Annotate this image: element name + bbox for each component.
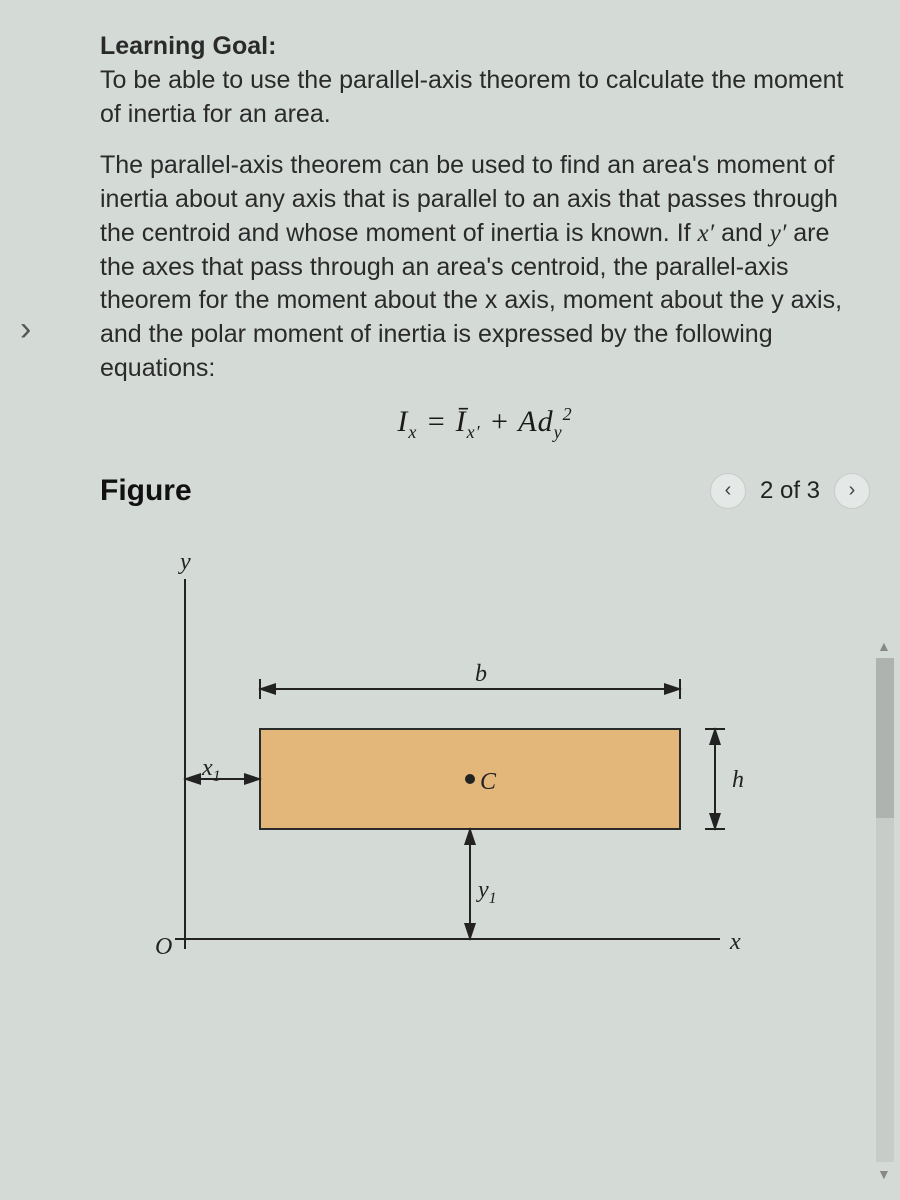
label-origin: O: [155, 934, 172, 960]
label-y1: y1: [476, 877, 497, 907]
label-b: b: [475, 661, 487, 687]
var-y-prime: y′: [770, 220, 787, 247]
figure-header: Figure ‹ 2 of 3 ›: [100, 473, 870, 509]
equation-ix: Ix = Īx′ + Ady2: [100, 404, 870, 443]
label-x1: x1: [201, 755, 221, 785]
figure-title: Figure: [100, 474, 192, 508]
diagram-svg: y Ox b h x1 y1 C: [80, 549, 780, 989]
label-h: h: [732, 767, 744, 793]
label-centroid: C: [480, 769, 497, 795]
label-x-axis: x: [729, 929, 741, 955]
panel-collapse-chevron[interactable]: ›: [20, 310, 31, 349]
lesson-text: Learning Goal: To be able to use the par…: [100, 30, 870, 386]
pager-next-button[interactable]: ›: [834, 473, 870, 509]
body-paragraph: The parallel-axis theorem can be used to…: [100, 149, 870, 385]
var-x-prime: x′: [698, 220, 715, 247]
vertical-scrollbar[interactable]: [876, 640, 894, 1180]
figure-pager: ‹ 2 of 3 ›: [710, 473, 870, 509]
scrollbar-thumb[interactable]: [876, 658, 894, 818]
pager-position-text: 2 of 3: [760, 477, 820, 505]
centroid-point: [465, 774, 475, 784]
figure-diagram: y Ox b h x1 y1 C: [80, 549, 780, 989]
pager-prev-button[interactable]: ‹: [710, 473, 746, 509]
learning-goal-label: Learning Goal:: [100, 32, 276, 60]
label-y-axis: y: [178, 549, 191, 575]
learning-goal-text: To be able to use the parallel-axis theo…: [100, 66, 843, 128]
